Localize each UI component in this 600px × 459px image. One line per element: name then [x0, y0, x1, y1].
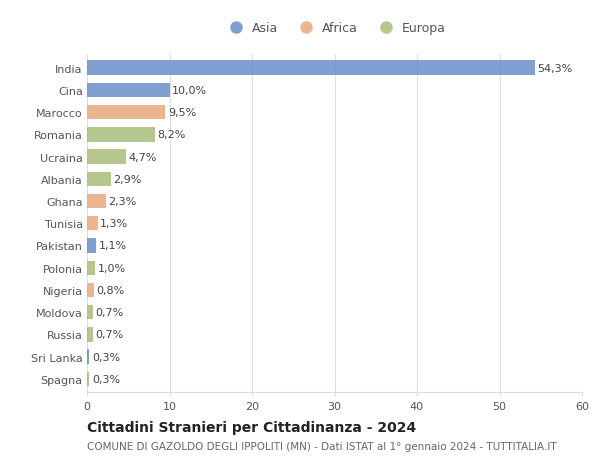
Bar: [87, 128, 155, 142]
Bar: [87, 350, 89, 364]
Text: Cittadini Stranieri per Cittadinanza - 2024: Cittadini Stranieri per Cittadinanza - 2…: [87, 420, 416, 434]
Text: 0,7%: 0,7%: [95, 308, 124, 318]
Text: 1,3%: 1,3%: [100, 219, 128, 229]
Bar: [87, 150, 126, 164]
Text: 1,1%: 1,1%: [98, 241, 127, 251]
Bar: [87, 217, 98, 231]
Bar: [87, 172, 111, 187]
Bar: [87, 305, 93, 320]
Text: 54,3%: 54,3%: [538, 63, 572, 73]
Bar: [87, 84, 170, 98]
Bar: [87, 106, 166, 120]
Text: 8,2%: 8,2%: [157, 130, 185, 140]
Bar: [87, 61, 535, 76]
Text: 0,3%: 0,3%: [92, 352, 120, 362]
Bar: [87, 372, 89, 386]
Text: 9,5%: 9,5%: [168, 108, 196, 118]
Text: 10,0%: 10,0%: [172, 85, 207, 95]
Text: 1,0%: 1,0%: [98, 263, 126, 273]
Text: COMUNE DI GAZOLDO DEGLI IPPOLITI (MN) - Dati ISTAT al 1° gennaio 2024 - TUTTITAL: COMUNE DI GAZOLDO DEGLI IPPOLITI (MN) - …: [87, 441, 557, 451]
Text: 0,3%: 0,3%: [92, 374, 120, 384]
Text: 2,3%: 2,3%: [109, 196, 137, 207]
Text: 4,7%: 4,7%: [128, 152, 157, 162]
Text: 2,9%: 2,9%: [113, 174, 142, 185]
Bar: [87, 261, 95, 275]
Bar: [87, 328, 93, 342]
Legend: Asia, Africa, Europa: Asia, Africa, Europa: [218, 17, 451, 40]
Text: 0,8%: 0,8%: [96, 285, 124, 295]
Bar: [87, 239, 96, 253]
Text: 0,7%: 0,7%: [95, 330, 124, 340]
Bar: [87, 283, 94, 297]
Bar: [87, 194, 106, 209]
